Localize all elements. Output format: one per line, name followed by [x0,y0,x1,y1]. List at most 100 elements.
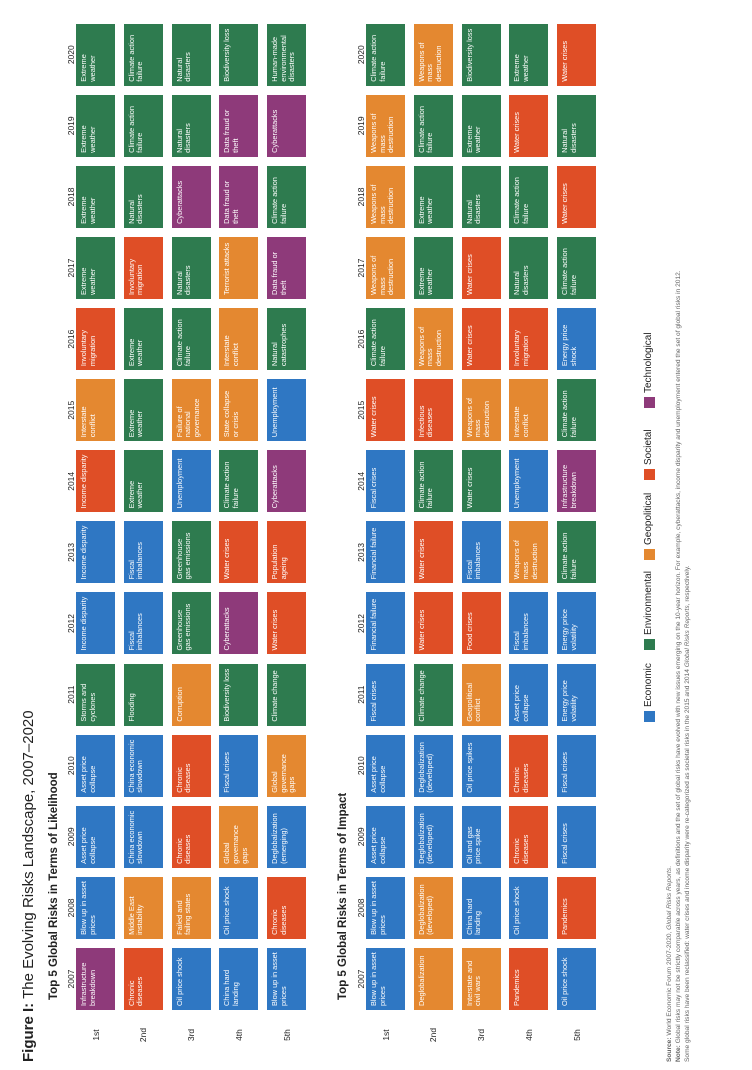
imp-year-2019: 2019 [356,116,366,136]
source-label: Source: [666,1037,673,1062]
imp-year-2012: 2012 [356,614,366,633]
lik-year-2019: 2019 [66,116,76,136]
imp-year-2015: 2015 [356,400,366,420]
lik-rank-5th: 5th [281,1029,292,1041]
lik-year-2010: 2010 [66,756,76,776]
imp-risk-cell: Financial failure [366,592,405,655]
lik-risk-cell: Deglobalization (emerging) [267,805,307,868]
lik-rank-2nd: 2nd [138,1027,149,1043]
lik-risk-cell: Interstate conflict [76,379,115,442]
lik-risk-cell: Failed and failing states [171,876,211,939]
imp-risk-cell: Water crises [461,450,501,513]
imp-year-2020: 2020 [356,45,366,65]
lik-risk-cell: State collapse or crisis [219,379,259,442]
imp-risk-cell: Climate action failure [366,23,405,86]
imp-year-2010: 2010 [356,756,366,776]
imp-year-2017: 2017 [356,258,366,278]
imp-risk-cell: Natural disasters [509,237,549,299]
imp-risk-cell: Water crises [366,379,405,442]
lik-year-2013: 2013 [66,542,76,562]
imp-risk-cell: Fiscal crises [557,805,597,868]
lik-risk-cell: Biodiversity loss [219,23,259,86]
lik-risk-cell: Unemployment [171,450,211,513]
legend-label-technological: Technological [643,332,654,393]
imp-risk-cell: Natural disasters [461,165,501,228]
lik-risk-cell: Oil price shock [219,876,259,939]
lik-risk-cell: Natural disasters [171,237,211,299]
lik-risk-cell: Natural disasters [171,94,211,157]
lik-risk-cell: Fiscal imbalances [123,521,163,584]
imp-risk-cell: Water crises [413,592,453,655]
imp-year-2011: 2011 [356,685,366,704]
imp-risk-cell: Water crises [509,94,549,157]
lik-year-2014: 2014 [66,471,76,491]
imp-risk-cell: Weapons of mass destruction [366,237,405,299]
imp-risk-cell: Deglobalization (developed) [413,805,453,868]
lik-risk-cell: Involuntary migration [123,237,163,299]
lik-risk-cell: Extreme weather [76,237,115,299]
lik-risk-cell: Biodiversity loss [219,663,259,726]
lik-risk-cell: Climate action failure [123,23,163,86]
imp-year-2008: 2008 [356,898,366,918]
lik-risk-cell: Water crises [219,521,259,584]
lik-risk-cell: Climate action failure [267,165,307,228]
imp-risk-cell: Blow up in asset prices [366,948,405,1010]
note-label: Note: [675,1045,682,1062]
lik-risk-cell: Income disparity [76,592,115,655]
imp-risk-cell: Weapons of mass destruction [413,308,453,371]
lik-risk-cell: Natural disasters [171,23,211,86]
lik-risk-cell: Natural catastrophes [267,308,307,371]
imp-year-2007: 2007 [356,969,366,989]
lik-risk-cell: Unemployment [267,379,307,442]
source-text: World Economic Forum 2007-2020, [666,929,673,1038]
lik-risk-cell: Chronic diseases [123,948,163,1010]
lik-risk-cell: China economic slowdown [123,805,163,868]
lik-risk-cell: Natural disasters [123,165,163,228]
lik-risk-cell: Data fraud or theft [267,237,307,299]
lik-risk-cell: Global governance gaps [267,734,307,797]
imp-risk-cell: Oil price shock [509,876,549,939]
lik-risk-cell: Greenhouse gas emissions [171,592,211,655]
legend-label-environmental: Environmental [643,571,654,635]
imp-risk-cell: Unemployment [509,450,549,513]
imp-risk-cell: Biodiversity loss [461,23,501,86]
imp-risk-cell: Geopolitical conflict [461,663,501,726]
imp-risk-cell: Interstate and civil wars [461,948,501,1010]
imp-risk-cell: Involuntary migration [509,308,549,371]
lik-risk-cell: Chronic diseases [171,734,211,797]
imp-risk-cell: Financial failure [366,521,405,584]
imp-risk-cell: Weapons of mass destruction [366,94,405,157]
legend-label-geopolitical: Geopolitical [643,492,654,545]
imp-risk-cell: Climate action failure [509,165,549,228]
imp-risk-cell: Extreme weather [413,165,453,228]
imp-risk-cell: Asset price collapse [366,734,405,797]
lik-risk-cell: Chronic diseases [267,876,307,939]
imp-risk-cell: Pandemics [557,876,597,939]
imp-risk-cell: Weapons of mass destruction [461,379,501,442]
lik-risk-cell: Extreme weather [123,450,163,513]
imp-risk-cell: Chronic diseases [509,734,549,797]
imp-risk-cell: Energy price volatility [557,663,597,726]
lik-risk-cell: Chronic diseases [171,805,211,868]
imp-risk-cell: Climate action failure [557,237,597,299]
legend-swatch-environmental [644,639,655,650]
imp-risk-cell: Fiscal crises [557,734,597,797]
lik-risk-cell: Data fraud or theft [219,165,259,228]
imp-risk-cell: Weapons of mass destruction [509,521,549,584]
lik-risk-cell: Middle East instability [123,876,163,939]
imp-risk-cell: Infectious diseases [413,379,453,442]
source-italic: Global Risks Reports [666,867,673,930]
note-line-2: Some global risks have been reclassified… [684,566,693,1063]
lik-risk-cell: Extreme weather [76,165,115,228]
lik-risk-cell: Climate action failure [123,94,163,157]
imp-rank-1st: 1st [380,1029,391,1041]
legend-swatch-technological [644,397,655,408]
imp-risk-cell: Deglobalization (developed) [413,734,453,797]
imp-risk-cell: Food crises [461,592,501,655]
lik-year-2008: 2008 [66,898,76,918]
lik-risk-cell: Extreme weather [123,308,163,371]
source-tail: . [666,866,673,868]
imp-risk-cell: Fiscal imbalances [461,521,501,584]
imp-risk-cell: Energy price volatility [557,592,597,655]
imp-risk-cell: Water crises [557,23,597,86]
